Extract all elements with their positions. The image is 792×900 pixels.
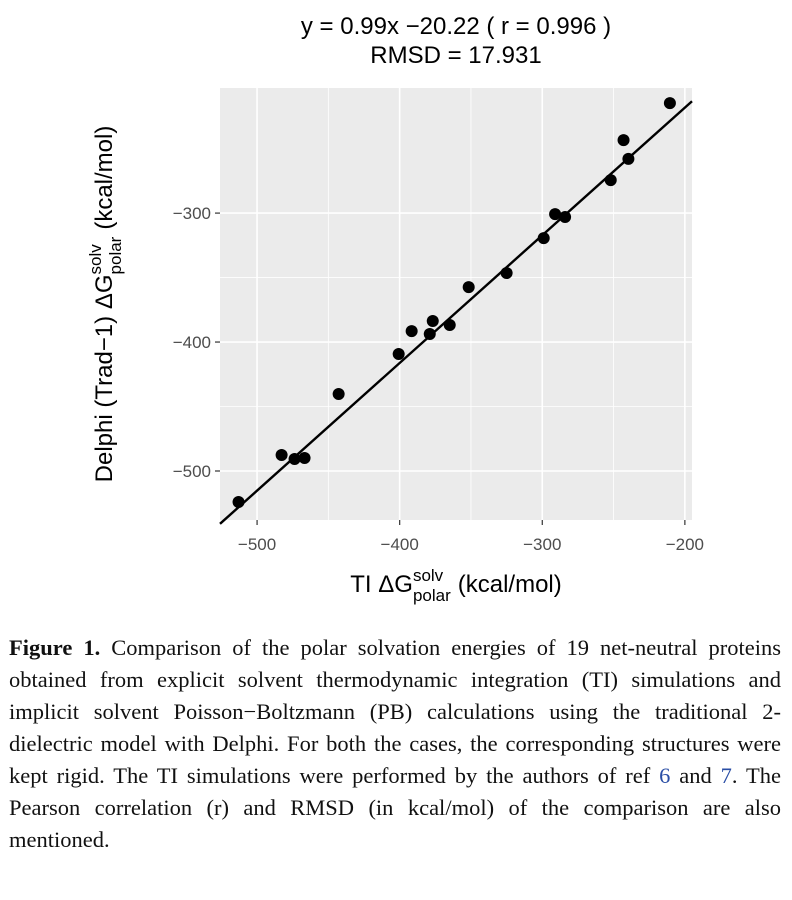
caption-text: and — [670, 763, 721, 788]
point — [500, 267, 513, 280]
point — [275, 449, 288, 462]
chart-subtitle: RMSD = 17.931 — [370, 42, 541, 69]
y-tick-label: −400 — [173, 333, 211, 352]
axis-title-text: TI ΔG — [350, 571, 413, 598]
point — [423, 328, 436, 341]
point — [232, 495, 245, 508]
axis-title-unit: (kcal/mol) — [458, 571, 562, 598]
ref-link[interactable]: 6 — [659, 763, 671, 788]
point — [537, 232, 550, 245]
axis-title-sub: polar — [413, 586, 451, 605]
point — [288, 453, 301, 466]
point — [443, 319, 456, 332]
axis-title-sub: polar — [106, 236, 125, 274]
fit-line — [219, 100, 693, 525]
point — [617, 134, 630, 147]
x-tick-label: −200 — [666, 535, 704, 554]
axis-title-sup: solv — [86, 244, 105, 275]
point — [622, 152, 635, 165]
point — [298, 451, 311, 464]
y-tick-label: −300 — [173, 204, 211, 223]
axis-title-text: Delphi (Trad−1) ΔG — [91, 274, 118, 482]
point — [426, 315, 439, 328]
point — [405, 325, 418, 338]
point — [392, 348, 405, 361]
point — [604, 174, 617, 187]
point — [332, 388, 345, 401]
caption-text: Comparison of the polar solvation energi… — [9, 635, 782, 788]
caption-text: . The Pearson correlation (r) and RMSD (… — [9, 763, 782, 852]
x-tick-label: −400 — [381, 535, 419, 554]
x-tick-label: −500 — [238, 535, 276, 554]
point — [462, 281, 475, 294]
point — [559, 210, 572, 223]
chart: y = 0.99x −20.22 ( r = 0.996 ) RMSD = 17… — [86, 13, 704, 605]
caption: Figure 1. Comparison of the polar solvat… — [9, 632, 781, 856]
axis-title-sup: solv — [413, 566, 444, 585]
x-tick-label: −300 — [523, 535, 561, 554]
chart-title: y = 0.99x −20.22 ( r = 0.996 ) — [301, 13, 611, 40]
caption-label: Figure 1. — [9, 635, 101, 660]
y-tick-label: −500 — [173, 462, 211, 481]
point — [663, 97, 676, 110]
axis-title-unit: (kcal/mol) — [91, 126, 118, 230]
point — [549, 208, 562, 221]
ref-link[interactable]: 7 — [720, 763, 732, 788]
